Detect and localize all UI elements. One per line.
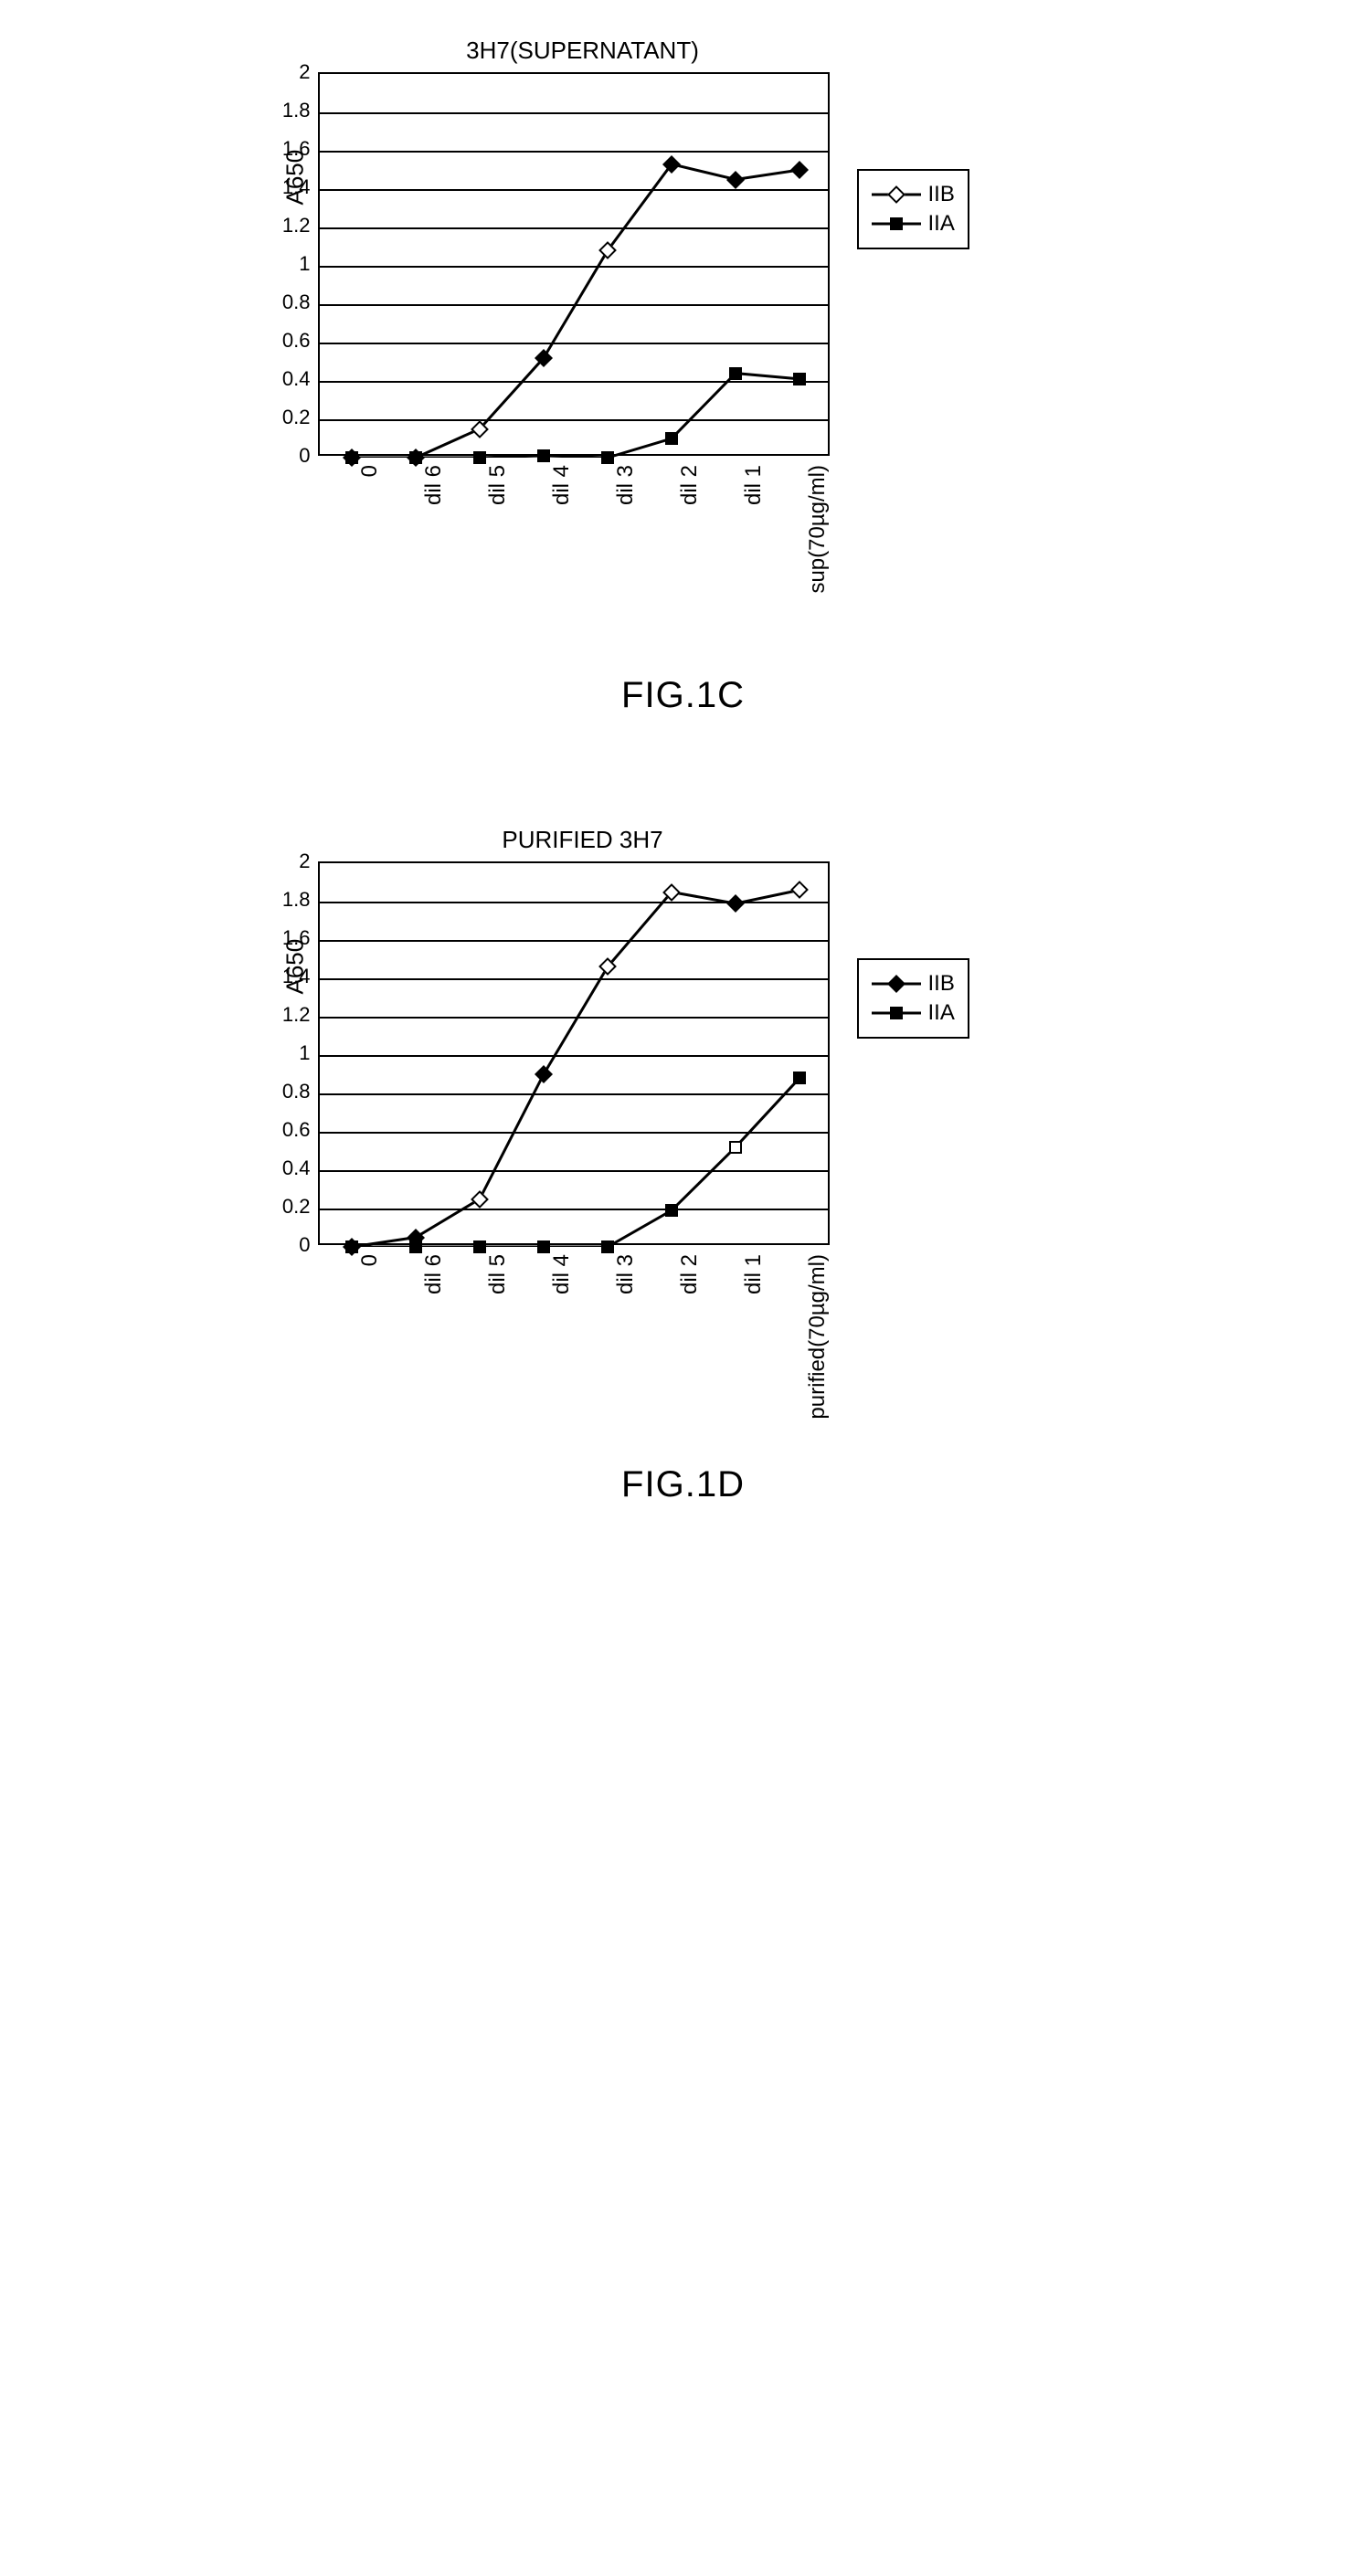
data-point-IIA bbox=[793, 373, 806, 385]
chart-title: PURIFIED 3H7 bbox=[272, 826, 839, 854]
series-line-IIB bbox=[352, 164, 799, 458]
y-tick-label: 1.8 bbox=[282, 888, 311, 912]
y-tick-label: 0 bbox=[299, 444, 310, 468]
chart-row: A650 00.20.40.60.811.21.41.61.82 0dil 6d… bbox=[272, 72, 1095, 456]
gridline bbox=[320, 343, 828, 344]
legend-item: IIB bbox=[872, 182, 955, 207]
legend-marker bbox=[872, 216, 921, 232]
x-tick-label: dil 6 bbox=[421, 465, 447, 505]
plot-area bbox=[318, 72, 830, 456]
x-tick-label: dil 4 bbox=[549, 465, 575, 505]
x-tick-label: purified(70µg/ml) bbox=[805, 1254, 831, 1420]
x-tick-label: dil 3 bbox=[613, 1254, 639, 1294]
gridline bbox=[320, 1132, 828, 1134]
gridline bbox=[320, 227, 828, 229]
y-tick-label: 1.6 bbox=[282, 137, 311, 161]
gridline bbox=[320, 940, 828, 942]
gridline bbox=[320, 304, 828, 306]
y-tick-label: 0.2 bbox=[282, 406, 311, 429]
gridline bbox=[320, 1017, 828, 1019]
y-tick-label: 0.6 bbox=[282, 329, 311, 353]
gridline bbox=[320, 1209, 828, 1210]
gridline bbox=[320, 151, 828, 153]
y-tick-label: 2 bbox=[299, 850, 310, 873]
x-tick-label: dil 2 bbox=[677, 1254, 703, 1294]
gridline bbox=[320, 189, 828, 191]
y-tick-label: 0 bbox=[299, 1233, 310, 1257]
plot-area bbox=[318, 861, 830, 1245]
gridline bbox=[320, 112, 828, 114]
y-tick-label: 1.2 bbox=[282, 214, 311, 238]
y-tick-label: 0.6 bbox=[282, 1118, 311, 1142]
legend-label: IIA bbox=[928, 211, 955, 237]
legend-marker bbox=[872, 186, 921, 203]
x-tick-label: dil 1 bbox=[741, 465, 767, 505]
x-tick-label: dil 4 bbox=[549, 1254, 575, 1294]
y-tick-label: 1.4 bbox=[282, 175, 311, 199]
gridline bbox=[320, 419, 828, 421]
y-tick-label: 1.4 bbox=[282, 965, 311, 988]
legend-marker bbox=[872, 976, 921, 992]
gridline bbox=[320, 1055, 828, 1057]
x-ticks: 0 dil 6 dil 5 dil 4 dil 3 dil 2 dil 1 sup(70µg/… bbox=[318, 456, 830, 693]
y-ticks: 00.20.40.60.811.21.41.61.82 bbox=[265, 72, 314, 456]
gridline bbox=[320, 1170, 828, 1172]
x-tick-label: dil 6 bbox=[421, 1254, 447, 1294]
x-tick-label: dil 2 bbox=[677, 465, 703, 505]
legend-item: IIA bbox=[872, 211, 955, 237]
data-point-IIA bbox=[729, 1141, 742, 1154]
chart-row: A650 00.20.40.60.811.21.41.61.82 0dil 6d… bbox=[272, 861, 1095, 1245]
x-ticks: 0 dil 6 dil 5 dil 4 dil 3 dil 2 dil 1 purified(… bbox=[318, 1245, 830, 1483]
data-point-IIA bbox=[665, 432, 678, 445]
x-tick-label: dil 5 bbox=[485, 465, 511, 505]
legend-label: IIB bbox=[928, 971, 955, 997]
legend-marker bbox=[872, 1005, 921, 1021]
y-tick-label: 0.8 bbox=[282, 1080, 311, 1103]
plot-wrap: 00.20.40.60.811.21.41.61.82 0dil 6dil 5d… bbox=[318, 861, 830, 1245]
figure-1c: 3H7(SUPERNATANT) A650 00.20.40.60.811.21… bbox=[272, 37, 1095, 716]
y-tick-label: 0.4 bbox=[282, 367, 311, 391]
legend-label: IIB bbox=[928, 182, 955, 207]
gridline bbox=[320, 978, 828, 980]
legend: IIB IIA bbox=[857, 958, 969, 1039]
data-point-IIA bbox=[729, 367, 742, 380]
legend-item: IIB bbox=[872, 971, 955, 997]
data-point-IIA bbox=[793, 1072, 806, 1084]
y-tick-label: 1.6 bbox=[282, 926, 311, 950]
y-tick-label: 0.2 bbox=[282, 1195, 311, 1219]
x-tick-label: 0 bbox=[357, 465, 383, 477]
series-line-IIA bbox=[352, 374, 799, 458]
gridline bbox=[320, 381, 828, 383]
legend-label: IIA bbox=[928, 1000, 955, 1026]
y-tick-label: 1.8 bbox=[282, 99, 311, 122]
y-tick-label: 0.8 bbox=[282, 290, 311, 314]
gridline bbox=[320, 902, 828, 903]
y-tick-label: 0.4 bbox=[282, 1156, 311, 1180]
figure-1d: PURIFIED 3H7 A650 00.20.40.60.811.21.41.… bbox=[272, 826, 1095, 1505]
legend-item: IIA bbox=[872, 1000, 955, 1026]
x-tick-label: dil 1 bbox=[741, 1254, 767, 1294]
series-line-IIA bbox=[352, 1078, 799, 1247]
y-tick-label: 1 bbox=[299, 252, 310, 276]
y-tick-label: 1.2 bbox=[282, 1003, 311, 1027]
x-tick-label: dil 3 bbox=[613, 465, 639, 505]
gridline bbox=[320, 266, 828, 268]
x-tick-label: dil 5 bbox=[485, 1254, 511, 1294]
y-tick-label: 2 bbox=[299, 60, 310, 84]
series-line-IIB bbox=[352, 890, 799, 1247]
gridline bbox=[320, 1093, 828, 1095]
legend: IIB IIA bbox=[857, 169, 969, 249]
chart-title: 3H7(SUPERNATANT) bbox=[272, 37, 839, 65]
plot-wrap: 00.20.40.60.811.21.41.61.82 0dil 6dil 5d… bbox=[318, 72, 830, 456]
x-tick-label: 0 bbox=[357, 1254, 383, 1266]
y-tick-label: 1 bbox=[299, 1041, 310, 1065]
y-ticks: 00.20.40.60.811.21.41.61.82 bbox=[265, 861, 314, 1245]
x-tick-label: sup(70µg/ml) bbox=[805, 465, 831, 594]
data-point-IIA bbox=[665, 1204, 678, 1217]
